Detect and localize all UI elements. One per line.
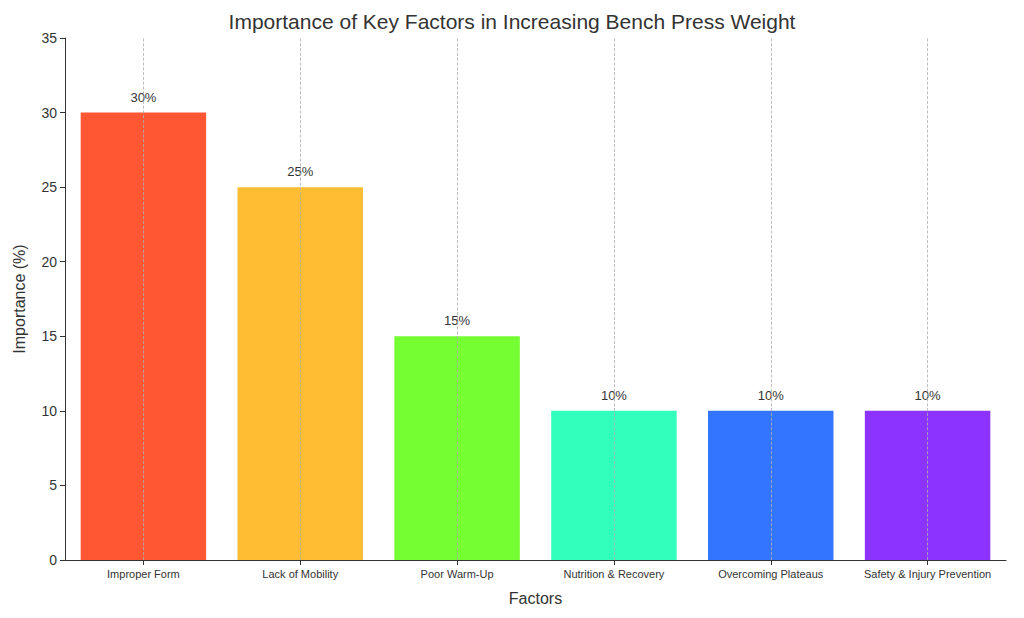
svg-text:10%: 10% [600,387,627,403]
svg-text:30: 30 [41,105,57,121]
svg-text:30%: 30% [130,89,157,105]
svg-text:Nutrition & Recovery: Nutrition & Recovery [563,568,664,580]
svg-text:Improper Form: Improper Form [107,568,180,580]
svg-text:5: 5 [49,477,57,493]
svg-text:15: 15 [41,328,57,344]
svg-text:35: 35 [41,30,57,46]
svg-text:Lack of Mobility: Lack of Mobility [262,568,338,580]
svg-text:25: 25 [41,179,57,195]
svg-text:0: 0 [49,552,57,568]
svg-text:10: 10 [41,403,57,419]
svg-text:Poor Warm-Up: Poor Warm-Up [421,568,494,580]
svg-text:10%: 10% [914,387,941,403]
svg-text:15%: 15% [444,313,470,328]
svg-text:Safety & Injury Prevention: Safety & Injury Prevention [864,568,991,580]
svg-text:Importance (%): Importance (%) [11,244,28,353]
svg-text:Overcoming Plateaus: Overcoming Plateaus [718,568,824,580]
svg-text:Importance of Key Factors in I: Importance of Key Factors in Increasing … [229,10,796,33]
svg-text:20: 20 [41,254,57,270]
svg-text:25%: 25% [287,164,314,180]
svg-text:10%: 10% [758,388,784,403]
svg-text:Factors: Factors [509,590,562,607]
